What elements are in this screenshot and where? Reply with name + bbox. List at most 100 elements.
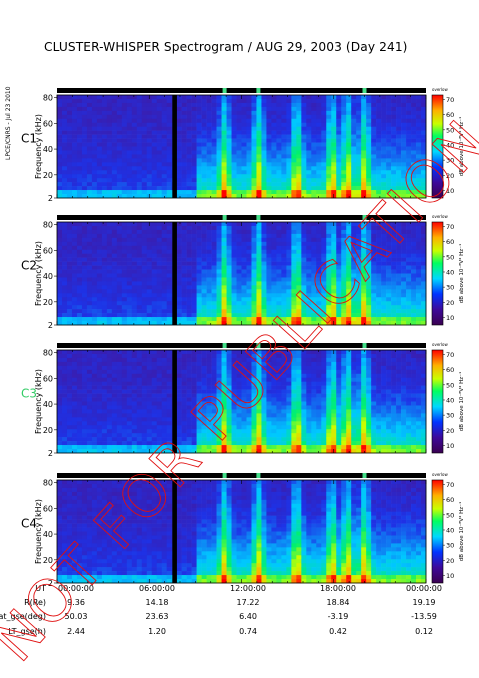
ephemeris-row-label: UT xyxy=(35,584,46,593)
header-marker xyxy=(222,88,227,93)
colorbar-tick-label: 70 xyxy=(446,96,454,104)
colorbar-tick-label: 50 xyxy=(446,511,454,519)
spacecraft-label: C2 xyxy=(21,259,37,273)
ephemeris-value: 9.36 xyxy=(67,598,85,607)
spectrogram-cells xyxy=(57,480,427,584)
colorbar-tick-label: 30 xyxy=(446,157,454,165)
colorbar-tick-label: 60 xyxy=(446,238,454,246)
y-axis-label: Frequency (kHz) xyxy=(34,114,43,179)
colorbar-tick-label: 10 xyxy=(446,572,454,580)
ephemeris-value: -13.59 xyxy=(411,612,437,621)
header-marker xyxy=(256,215,261,220)
data-gap xyxy=(172,480,177,583)
colorbar-tick-label: 10 xyxy=(446,314,454,322)
ephemeris-value: 12:00:00 xyxy=(230,584,266,593)
colorbar-tick-label: 20 xyxy=(446,172,454,180)
ephemeris-value: 0.42 xyxy=(329,627,347,636)
y-axis-label: Frequency (kHz) xyxy=(34,499,43,564)
colorbar-tick-label: 50 xyxy=(446,253,454,261)
spacecraft-label: C1 xyxy=(21,132,37,146)
freq-tick-label: 20 xyxy=(43,556,53,565)
colorbar-tick-label: 60 xyxy=(446,496,454,504)
spectrogram-cells xyxy=(57,95,427,199)
ephemeris-value: 6.40 xyxy=(239,612,257,621)
spacecraft-label: C3 xyxy=(21,387,37,401)
colorbar-label: dB above 10⁻⁸V² Hz⁻¹ xyxy=(458,117,465,177)
freq-tick-label: 40 xyxy=(43,530,53,539)
colorbar-tick-label: 40 xyxy=(446,141,454,149)
ephemeris-row-label: R(Re) xyxy=(24,598,46,607)
freq-tick-label: 80 xyxy=(43,479,53,488)
panel-header-bar xyxy=(57,215,426,220)
freq-tick-label: 20 xyxy=(43,298,53,307)
spectrogram-cells xyxy=(57,222,427,326)
y-axis-label: Frequency (kHz) xyxy=(34,241,43,306)
colorbar-tick-label: 60 xyxy=(446,366,454,374)
colorbar-tick-label: 50 xyxy=(446,381,454,389)
freq-tick-label: 2 xyxy=(48,321,53,330)
ephemeris-value: -3.19 xyxy=(328,612,349,621)
panel-header-bar xyxy=(57,88,426,93)
colorbar-tick-label: 70 xyxy=(446,481,454,489)
ephemeris-value: 17.22 xyxy=(237,598,260,607)
panel-header-label: overlow xyxy=(432,472,448,477)
ephemeris-value: 0.12 xyxy=(415,627,433,636)
colorbar-tick-label: 20 xyxy=(446,557,454,565)
panel-header-bar xyxy=(57,473,426,478)
panel-c4: overlow 80 60 40 20 2 Frequency (kHz)C4 70 60 50 4… xyxy=(21,472,465,588)
ephemeris-value: 00:00:00 xyxy=(58,584,94,593)
ephemeris-value: 00:00:00 xyxy=(406,584,442,593)
colorbar-tick-label: 30 xyxy=(446,284,454,292)
panel-header-label: overlow xyxy=(432,214,448,219)
freq-tick-label: 80 xyxy=(43,221,53,230)
freq-tick-label: 60 xyxy=(43,246,53,255)
ephemeris-value: 50.03 xyxy=(65,612,88,621)
header-marker xyxy=(362,215,367,220)
freq-tick-label: 20 xyxy=(43,171,53,180)
ephemeris-row-label: LT_gse(h) xyxy=(8,627,46,636)
colorbar-label: dB above 10⁻⁸V² Hz⁻¹ xyxy=(458,502,465,562)
ephemeris-value: 23.63 xyxy=(146,612,169,621)
colorbar-tick-label: 10 xyxy=(446,442,454,450)
header-marker xyxy=(222,473,227,478)
header-marker xyxy=(222,343,227,348)
freq-tick-label: 80 xyxy=(43,349,53,358)
colorbar xyxy=(431,94,444,199)
spacecraft-label: C4 xyxy=(21,517,37,531)
freq-tick-label: 80 xyxy=(43,94,53,103)
freq-tick-label: 2 xyxy=(48,449,53,458)
y-axis-label: Frequency (kHz) xyxy=(34,369,43,434)
colorbar-tick-label: 40 xyxy=(446,396,454,404)
freq-tick-label: 60 xyxy=(43,374,53,383)
colorbar-tick-label: 70 xyxy=(446,351,454,359)
data-gap xyxy=(172,350,177,453)
panel-c2: overlow 80 60 40 20 2 Frequency (kHz)C2 70 60 50 4… xyxy=(21,214,465,330)
data-gap xyxy=(172,222,177,325)
spectrogram-cells xyxy=(57,350,427,454)
ephemeris-value: 06:00:00 xyxy=(139,584,175,593)
ephemeris-row-label: Lat_gse(deg) xyxy=(0,612,46,621)
colorbar xyxy=(431,479,444,584)
colorbar xyxy=(431,349,444,454)
colorbar-tick-label: 60 xyxy=(446,111,454,119)
header-marker xyxy=(362,88,367,93)
colorbar-tick-label: 20 xyxy=(446,427,454,435)
header-marker xyxy=(256,343,261,348)
chart-title: CLUSTER-WHISPER Spectrogram / AUG 29, 20… xyxy=(44,40,408,54)
colorbar xyxy=(431,221,444,326)
colorbar-tick-label: 40 xyxy=(446,526,454,534)
freq-tick-label: 40 xyxy=(43,400,53,409)
freq-tick-label: 20 xyxy=(43,426,53,435)
panel-header-label: overlow xyxy=(432,87,448,92)
panel-c1: overlow 80 60 40 20 2 Frequency (kHz)C1 70 60 50 4… xyxy=(21,87,465,203)
colorbar-tick-label: 20 xyxy=(446,299,454,307)
ephemeris-value: 18:00:00 xyxy=(320,584,356,593)
freq-tick-label: 60 xyxy=(43,504,53,513)
ephemeris-value: 1.20 xyxy=(148,627,166,636)
ephemeris-value: 2.44 xyxy=(67,627,85,636)
colorbar-tick-label: 40 xyxy=(446,268,454,276)
header-marker xyxy=(256,88,261,93)
ephemeris-value: 18.84 xyxy=(327,598,350,607)
colorbar-label: dB above 10⁻⁸V² Hz⁻¹ xyxy=(458,372,465,432)
